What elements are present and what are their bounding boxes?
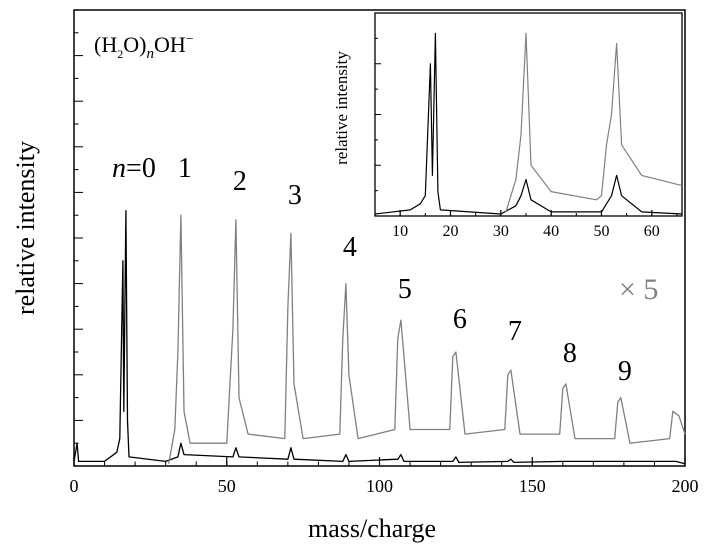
peak-label-9: 9: [618, 356, 632, 387]
species-label: (H2O)nOH−: [94, 32, 194, 62]
main-y-ticks: [74, 32, 83, 444]
main-x-tick-label: 100: [366, 476, 393, 496]
main-y-axis-label: relative intensity: [11, 141, 40, 315]
inset-x-tick-label: 10: [392, 223, 408, 240]
scale-note: × 5: [619, 273, 658, 306]
main-series: [73, 209, 686, 465]
peak-label-8: 8: [563, 338, 577, 369]
inset-x-ticks: 10 20 30 40 50 60: [374, 210, 678, 240]
main-x-ticks: 0 50 100 150 200: [70, 457, 699, 496]
peak-label-5: 5: [398, 274, 412, 305]
inset-series: [374, 32, 683, 215]
main-x-axis-label: mass/charge: [308, 514, 436, 543]
main-x-tick-label: 0: [70, 476, 79, 496]
main-series-line-2: [168, 214, 686, 464]
peak-label-3: 3: [288, 180, 302, 211]
inset-x-tick-label: 50: [593, 223, 609, 240]
main-series-line-1: [73, 209, 686, 465]
inset-y-ticks: [375, 37, 381, 192]
peak-label-7: 7: [508, 316, 522, 347]
peak-label-2: 2: [233, 166, 247, 197]
main-x-tick-label: 50: [218, 476, 236, 496]
inset-series-line-2: [505, 32, 683, 213]
peak-label-0: n=0: [112, 153, 156, 184]
peak-label-1: 1: [178, 153, 192, 184]
inset-y-axis-label: relative intensity: [332, 51, 351, 165]
inset-x-tick-label: 40: [543, 223, 559, 240]
main-x-tick-label: 150: [519, 476, 546, 496]
inset-x-tick-label: 60: [644, 223, 660, 240]
peak-label-4: 4: [343, 232, 357, 263]
inset-x-tick-label: 30: [493, 223, 509, 240]
inset-series-line-1: [374, 32, 683, 215]
peak-labels: n=0 1 2 3 4 5 6 7 8 9: [112, 153, 632, 387]
inset-x-tick-label: 20: [442, 223, 458, 240]
peak-label-6: 6: [453, 304, 467, 335]
main-x-tick-label: 200: [672, 476, 699, 496]
